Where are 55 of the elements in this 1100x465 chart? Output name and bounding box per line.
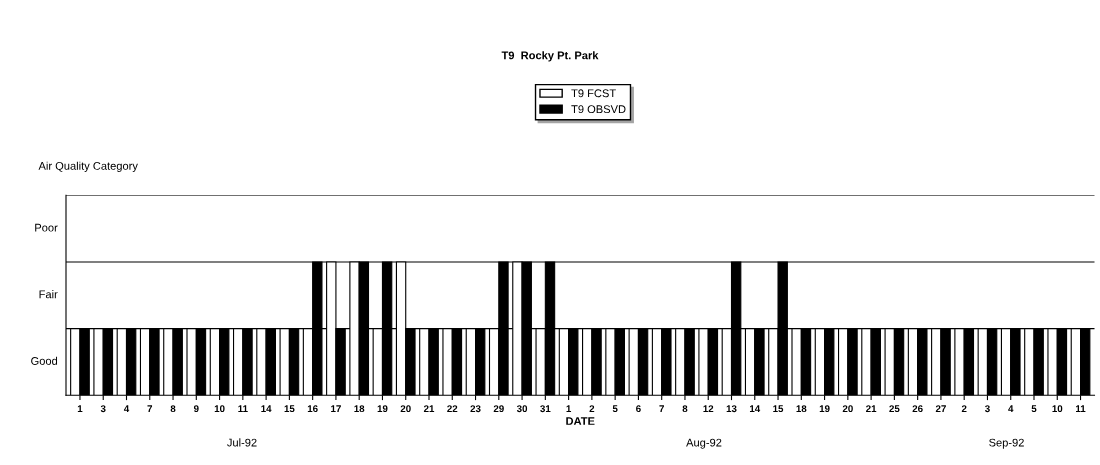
x-tick-label: 26 (912, 405, 923, 413)
x-tick-label: 19 (377, 405, 388, 413)
text: Poor (35, 223, 58, 232)
x-tick-label: 17 (331, 405, 341, 413)
x-tick-label: 5 (1031, 405, 1037, 413)
x-tick-label: 16 (307, 405, 318, 413)
x-tick-label: 13 (726, 405, 737, 413)
x-tick-label: 2 (961, 405, 967, 413)
x-tick-label: 1 (77, 405, 83, 413)
x-tick-label: 14 (749, 405, 761, 413)
x-tick-label: 4 (1008, 405, 1014, 413)
x-tick-label: 7 (147, 405, 153, 413)
x-tick-label: 3 (100, 405, 106, 413)
x-tick-label: 2 (589, 405, 595, 413)
x-tick-label: 23 (470, 405, 481, 413)
x-tick-label: 30 (516, 405, 528, 413)
x-tick-label: 15 (284, 405, 295, 413)
text: Jul-92 (227, 438, 257, 447)
x-tick-label: 3 (984, 405, 990, 413)
legend-label: T9 FCST (571, 89, 616, 98)
x-tick-label: 25 (889, 405, 900, 413)
x-tick-label: 27 (935, 405, 946, 413)
x-tick-label: 10 (1052, 405, 1063, 413)
text: Fair (39, 290, 58, 299)
x-tick-label: 9 (193, 405, 199, 413)
x-tick-label: 10 (214, 405, 225, 413)
x-tick-label: 20 (842, 405, 853, 413)
x-tick-label: 21 (423, 405, 435, 413)
text: Aug-92 (686, 438, 722, 449)
x-tick-label: 11 (1076, 405, 1086, 413)
x-tick-label: 7 (659, 405, 664, 413)
x-tick-label: 15 (773, 405, 784, 413)
x-tick-label: 18 (796, 405, 807, 413)
x-tick-label: 22 (447, 405, 458, 413)
x-tick-label: 8 (682, 405, 688, 413)
x-tick-label: 5 (612, 405, 618, 413)
x-tick-label: 14 (261, 405, 272, 413)
x-tick-label: 29 (493, 405, 504, 413)
text: Good (31, 356, 58, 365)
x-tick-label: 18 (354, 405, 365, 413)
x-tick-label: 19 (819, 405, 830, 413)
x-tick-label: 21 (866, 405, 877, 413)
text: Sep-92 (989, 438, 1024, 449)
x-axis-title: DATE (566, 417, 595, 425)
x-tick-label: 8 (170, 405, 176, 413)
x-tick-label: 6 (636, 405, 641, 413)
x-tick-label: 31 (540, 405, 551, 413)
chart-title: T9 Rocky Pt. Park (501, 51, 599, 62)
legend-label: T9 OBSVD (571, 105, 626, 114)
x-tick-label: 20 (400, 405, 411, 413)
x-tick-label: 12 (703, 405, 714, 413)
text: Air Quality Category (38, 161, 138, 173)
x-tick-label: 11 (238, 405, 248, 413)
x-tick-label: 1 (566, 405, 572, 413)
x-tick-label: 4 (123, 405, 130, 413)
